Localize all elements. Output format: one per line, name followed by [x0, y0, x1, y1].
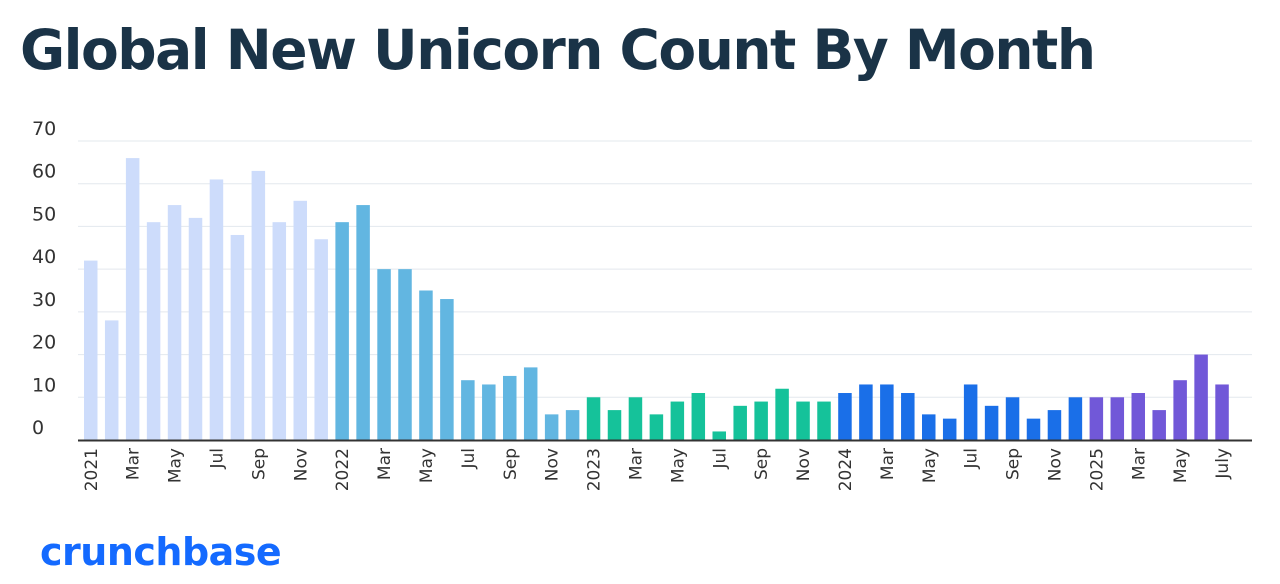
x-tick-label: 2021: [82, 448, 102, 491]
bar: [272, 222, 287, 440]
bar: [503, 375, 517, 440]
bar: [565, 410, 580, 440]
chart-title: Global New Unicorn Count By Month: [20, 18, 1096, 82]
bar: [1047, 410, 1062, 440]
bar: [230, 234, 245, 440]
bar: [398, 269, 412, 440]
bar: [356, 205, 370, 440]
bar: [461, 380, 475, 440]
bar: [775, 388, 789, 440]
y-tick-label: 20: [32, 332, 56, 354]
crunchbase-logo: crunchbase: [40, 530, 282, 574]
bar: [1131, 393, 1145, 440]
x-tick-label: May: [668, 448, 688, 483]
x-tick-label: Mar: [375, 448, 395, 480]
x-tick-label: Sep: [752, 448, 772, 480]
bar: [523, 367, 538, 440]
x-tick-label: Nov: [1045, 448, 1065, 481]
bar: [838, 393, 852, 440]
x-tick-label: 2024: [836, 448, 856, 491]
bar: [209, 179, 224, 440]
x-tick-label: Mar: [1129, 448, 1149, 480]
bar: [1068, 397, 1083, 440]
bar: [963, 384, 978, 440]
y-tick-label: 0: [32, 417, 44, 439]
bar: [859, 384, 873, 440]
bar: [754, 401, 768, 440]
bar: [335, 222, 349, 440]
x-tick-label: Sep: [1004, 448, 1024, 480]
y-tick-label: 10: [32, 374, 56, 396]
bar: [649, 414, 664, 440]
bar: [251, 170, 266, 440]
bar: [482, 384, 496, 440]
x-tick-label: Mar: [124, 448, 144, 480]
bar: [691, 393, 706, 440]
bar: [167, 205, 182, 440]
x-tick-label: 2023: [585, 448, 605, 491]
bar: [880, 384, 894, 440]
bar: [544, 414, 559, 440]
bar: [984, 405, 999, 440]
bar: [188, 217, 203, 440]
bar: [733, 405, 747, 440]
bar: [440, 299, 454, 440]
bar: [1194, 354, 1208, 440]
bar: [817, 401, 831, 440]
bar: [670, 401, 685, 440]
x-tick-label: Sep: [501, 448, 521, 480]
bar: [628, 397, 643, 440]
y-tick-label: 50: [32, 203, 56, 225]
bar: [146, 222, 161, 440]
y-tick-label: 40: [32, 246, 56, 268]
y-tick-label: 70: [32, 118, 56, 140]
bar: [922, 414, 936, 440]
bar: [1005, 397, 1020, 440]
bar: [104, 320, 119, 440]
bar: [377, 269, 391, 440]
x-tick-label: Jul: [207, 448, 227, 470]
x-tick-label: 2022: [333, 448, 353, 491]
x-tick-label: May: [920, 448, 940, 483]
y-tick-label: 30: [32, 289, 56, 311]
bar: [1026, 418, 1041, 440]
bar: [1152, 410, 1166, 440]
y-tick-label: 60: [32, 161, 56, 183]
bar: [293, 200, 307, 440]
x-tick-label: May: [166, 448, 186, 483]
x-tick-label: Jul: [962, 448, 982, 470]
bar: [901, 393, 915, 440]
bar: [1215, 384, 1229, 440]
x-tick-label: May: [417, 448, 437, 483]
bar: [419, 290, 433, 440]
bar: [1173, 380, 1187, 440]
bar: [607, 410, 622, 440]
x-tick-label: Jul: [710, 448, 730, 470]
bar: [586, 397, 601, 440]
y-axis-ticks: 0 10 20 30 40 50 60 70: [32, 118, 56, 439]
x-tick-label: 2025: [1087, 448, 1107, 491]
x-tick-label: Mar: [626, 448, 646, 480]
bar: [712, 431, 726, 440]
x-tick-label: Nov: [794, 448, 814, 481]
x-tick-label: Sep: [249, 448, 269, 480]
bar: [1089, 397, 1104, 440]
bar: [125, 158, 140, 440]
x-tick-label: May: [1171, 448, 1191, 483]
bar: [314, 239, 328, 440]
x-tick-label: Nov: [543, 448, 563, 481]
x-tick-label: Jul: [459, 448, 479, 470]
x-tick-label: Nov: [291, 448, 311, 481]
bar: [796, 401, 810, 440]
bar: [942, 418, 957, 440]
bar: [1110, 397, 1125, 440]
x-tick-label: July: [1213, 448, 1233, 480]
x-axis-ticks: 2021 Mar May Jul Sep Nov 2022 Mar May Jul Sep Nov 20…: [82, 448, 1233, 491]
bars: [84, 158, 1229, 440]
bar-chart: 0 10 20 30 40 50 60 70 2021 Mar May Jul Sep Nov 2022 M…: [32, 118, 1252, 491]
x-tick-label: Mar: [878, 448, 898, 480]
bar: [84, 260, 98, 440]
